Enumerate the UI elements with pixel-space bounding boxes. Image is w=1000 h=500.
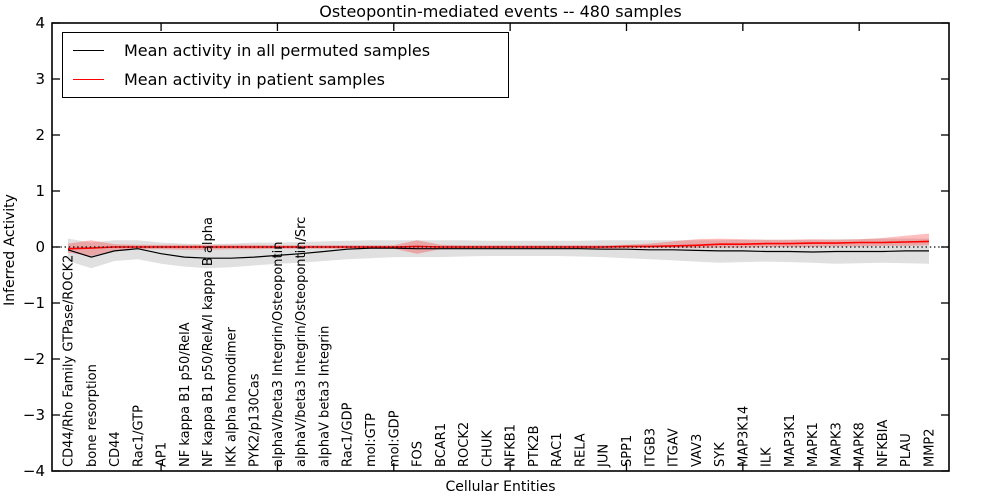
y-tick-label: −4: [23, 462, 45, 480]
x-tick-label: ITGAV: [667, 428, 682, 467]
x-tick-label: RAC1: [550, 432, 565, 467]
legend-label-permuted: Mean activity in all permuted samples: [124, 41, 431, 60]
x-tick-label: MAP3K1: [783, 414, 798, 467]
x-tick-label: CD44: [108, 431, 123, 467]
x-tick-label: PLAU: [899, 433, 914, 467]
permuted-mean-line: [67, 247, 929, 259]
y-tick-label: −2: [23, 350, 45, 368]
x-axis-label: Cellular Entities: [445, 479, 556, 495]
x-tick-label: SPP1: [620, 435, 635, 467]
x-tick-label: Rac1/GDP: [341, 402, 356, 467]
patient-band: [68, 233, 929, 256]
legend: Mean activity in all permuted samples Me…: [62, 32, 509, 98]
x-tick-label: CHUK: [480, 430, 495, 467]
x-tick-label: NFKBIA: [876, 420, 891, 467]
permuted-band: [68, 238, 929, 269]
x-tick-label: ROCK2: [457, 422, 472, 467]
legend-label-patient: Mean activity in patient samples: [124, 70, 385, 89]
x-tick-label: MAPK8: [853, 422, 868, 467]
x-tick-label: ITGB3: [643, 428, 658, 467]
x-tick-label: ILK: [760, 447, 775, 467]
x-tick-label: bone resorption: [85, 364, 100, 467]
y-tick-label: 2: [35, 126, 45, 144]
legend-entry-permuted: Mean activity in all permuted samples: [73, 41, 508, 60]
y-tick-label: 1: [35, 182, 45, 200]
x-tick-label: PYK2/p130Cas: [248, 373, 263, 467]
x-tick-label: NF kappa B1 p50/RelA: [178, 322, 193, 467]
x-tick-label: NFKB1: [504, 424, 519, 467]
y-axis-label: Inferred Activity: [2, 194, 18, 306]
permuted-line-swatch: [73, 50, 104, 51]
y-tick-label: −1: [23, 294, 45, 312]
x-tick-label: CD44/Rho Family GTPase/ROCK2: [62, 255, 77, 467]
x-tick-label: FOS: [411, 441, 426, 467]
x-tick-label: MMP2: [923, 428, 938, 467]
y-tick-label: −3: [23, 406, 45, 424]
x-tick-label: mol:GTP: [364, 413, 379, 467]
x-tick-label: VAV3: [690, 434, 705, 467]
x-tick-label: SYK: [713, 442, 728, 467]
legend-entry-patient: Mean activity in patient samples: [73, 70, 508, 89]
x-tick-label: NF kappa B1 p50/RelA/I kappa B alpha: [201, 217, 216, 467]
x-tick-label: RELA: [573, 433, 588, 467]
patient-line-swatch: [73, 79, 104, 80]
y-tick-label: 0: [35, 238, 45, 256]
x-tick-label: BCAR1: [434, 423, 449, 467]
x-tick-label: MAPK1: [806, 422, 821, 467]
y-tick-label: 3: [35, 70, 45, 88]
x-tick-label: IKK alpha homodimer: [224, 326, 239, 467]
x-tick-label: MAPK3: [829, 422, 844, 467]
x-tick-label: alphaV beta3 Integrin: [318, 326, 333, 467]
y-tick-label: 4: [35, 14, 45, 32]
x-tick-label: alphaV/beta3 Integrin/Osteopontin/Src: [294, 217, 309, 467]
x-tick-label: JUN: [597, 444, 612, 468]
x-tick-label: Rac1/GTP: [131, 405, 146, 467]
x-tick-label: PTK2B: [527, 426, 542, 468]
x-tick-label: alphaV/beta3 Integrin/Osteopontin: [271, 242, 286, 467]
x-tick-label: mol:GDP: [387, 410, 402, 467]
x-tick-label: AP1: [155, 442, 170, 467]
x-tick-label: MAP3K14: [736, 406, 751, 467]
chart-title: Osteopontin-mediated events -- 480 sampl…: [319, 2, 682, 21]
